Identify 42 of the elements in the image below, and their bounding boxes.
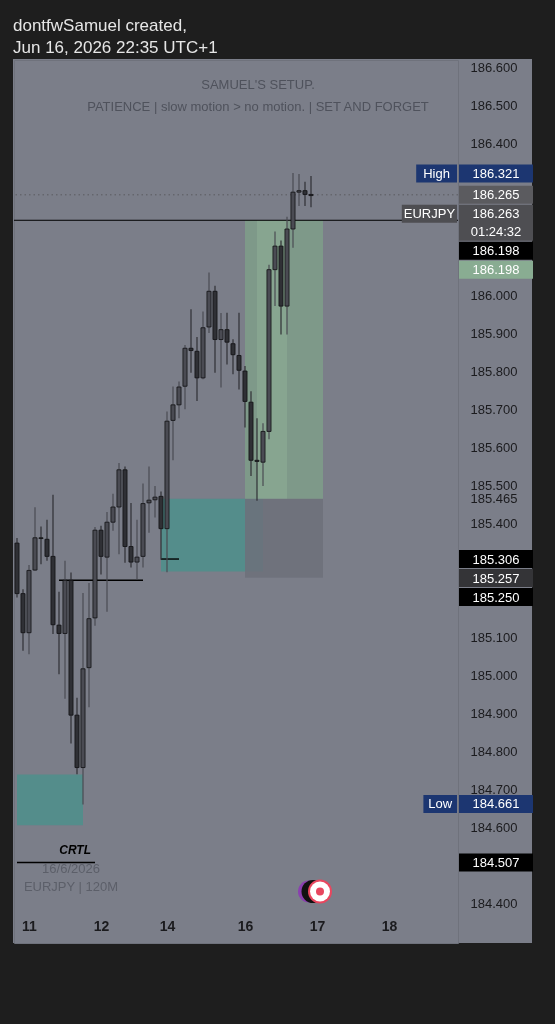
ref-line-label: 185.257 <box>472 570 520 586</box>
y-tick-label: 186.400 <box>470 136 518 152</box>
legend-label: 186.263 01:24:32 <box>470 206 522 240</box>
chart-subtitle: Jun 16, 2026 22:35 UTC+1 <box>13 38 218 57</box>
x-tick-label: 18 <box>381 917 398 934</box>
ref-line-label: 186.265 <box>472 187 520 203</box>
ref-line-label: 184.507 <box>472 854 520 870</box>
y-tick-label: 185.800 <box>470 363 518 379</box>
ref-line-label: 184.661 <box>472 796 520 812</box>
x-tick-label: 17 <box>309 917 326 934</box>
y-tick-label: 185.500 <box>470 477 518 493</box>
chart-title: dontfwSamuel created, <box>13 16 187 35</box>
y-tick-label: 186.600 <box>470 60 518 76</box>
y-tick-label: 185.100 <box>470 629 518 645</box>
y-tick-label: 185.900 <box>470 325 518 341</box>
y-tick-label: 185.600 <box>470 439 518 455</box>
text: 186.198 <box>472 262 520 278</box>
y-tick-label: 184.700 <box>470 781 518 797</box>
annotation: EURJPY <box>403 206 456 222</box>
y-tick-label: 185.465 <box>470 491 518 507</box>
y-tick-label: 186.500 <box>470 98 518 114</box>
candlestick <box>146 466 152 533</box>
x-tick-label: 11 <box>22 917 38 934</box>
annotation: 185.250 <box>472 589 520 605</box>
annotation: High <box>423 166 450 182</box>
ref-line-label: 185.306 <box>472 551 520 567</box>
ref-line-label: 186.198 <box>472 243 520 259</box>
x-tick-label: 16 <box>237 917 254 934</box>
series-label: CRTL <box>59 843 91 858</box>
y-tick-label: 184.900 <box>470 705 518 721</box>
ref-line-label: 186.321 <box>472 166 520 182</box>
y-tick-label: 184.600 <box>470 819 518 835</box>
y-tick-label: 184.800 <box>470 743 518 759</box>
y-tick-label: 185.000 <box>470 667 518 683</box>
candlestick <box>230 339 236 375</box>
x-tick-label: 14 <box>159 917 176 934</box>
annotation: Low <box>428 796 453 812</box>
y-tick-label: 186.000 <box>470 287 518 303</box>
x-tick-label: 12 <box>93 917 110 934</box>
y-tick-label: 185.400 <box>470 515 518 531</box>
y-tick-label: 185.700 <box>470 401 518 417</box>
y-tick-label: 184.400 <box>470 895 518 911</box>
